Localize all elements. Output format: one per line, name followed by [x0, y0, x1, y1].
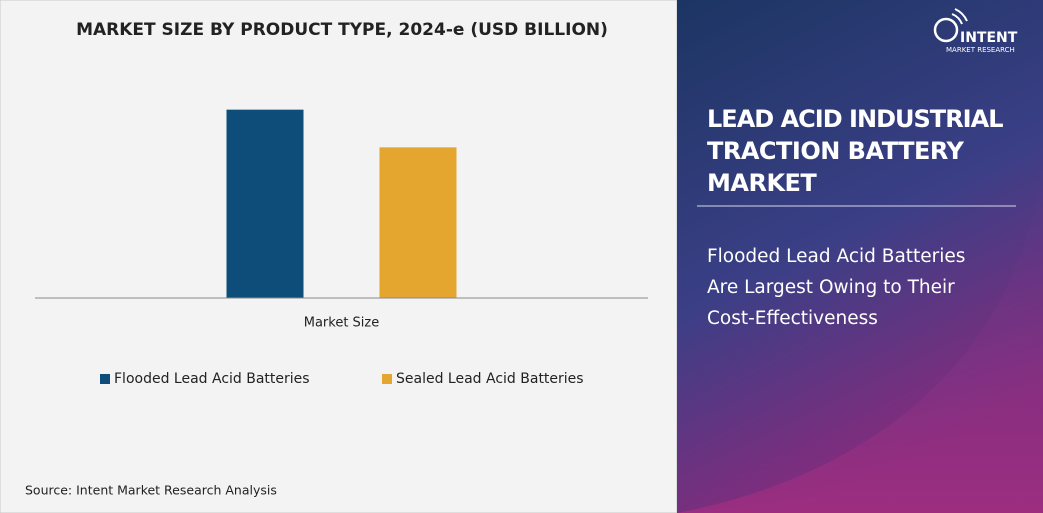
- x-tick-label: Market Size: [304, 316, 380, 331]
- side-panel-curve: [677, 150, 1043, 513]
- side-title: MARKET: [707, 169, 817, 197]
- chart-title: MARKET SIZE BY PRODUCT TYPE, 2024-e (USD…: [76, 20, 608, 40]
- logo: INTENT MARKET RESEARCH: [933, 8, 1018, 54]
- side-subtitle: Cost-Effectiveness: [707, 308, 878, 329]
- side-subtitle: Flooded Lead Acid Batteries: [707, 246, 965, 267]
- legend-swatch: [100, 374, 110, 384]
- legend-label: Flooded Lead Acid Batteries: [114, 371, 310, 387]
- source: Source: Intent Market Research Analysis: [25, 483, 277, 498]
- legend-swatch: [382, 374, 392, 384]
- side-subtitle: Are Largest Owing to Their: [707, 277, 955, 298]
- legend-label: Sealed Lead Acid Batteries: [396, 371, 584, 387]
- side-title: TRACTION BATTERY: [707, 137, 965, 165]
- logo-name: INTENT: [960, 30, 1018, 46]
- bar: [379, 147, 457, 298]
- chart-panel: [0, 0, 678, 513]
- bar: [226, 109, 304, 299]
- logo-waves: [951, 8, 968, 25]
- logo-icon: [933, 17, 959, 43]
- side-title: LEAD ACID INDUSTRIAL: [707, 105, 1003, 133]
- logo-tagline: MARKET RESEARCH: [946, 46, 1015, 54]
